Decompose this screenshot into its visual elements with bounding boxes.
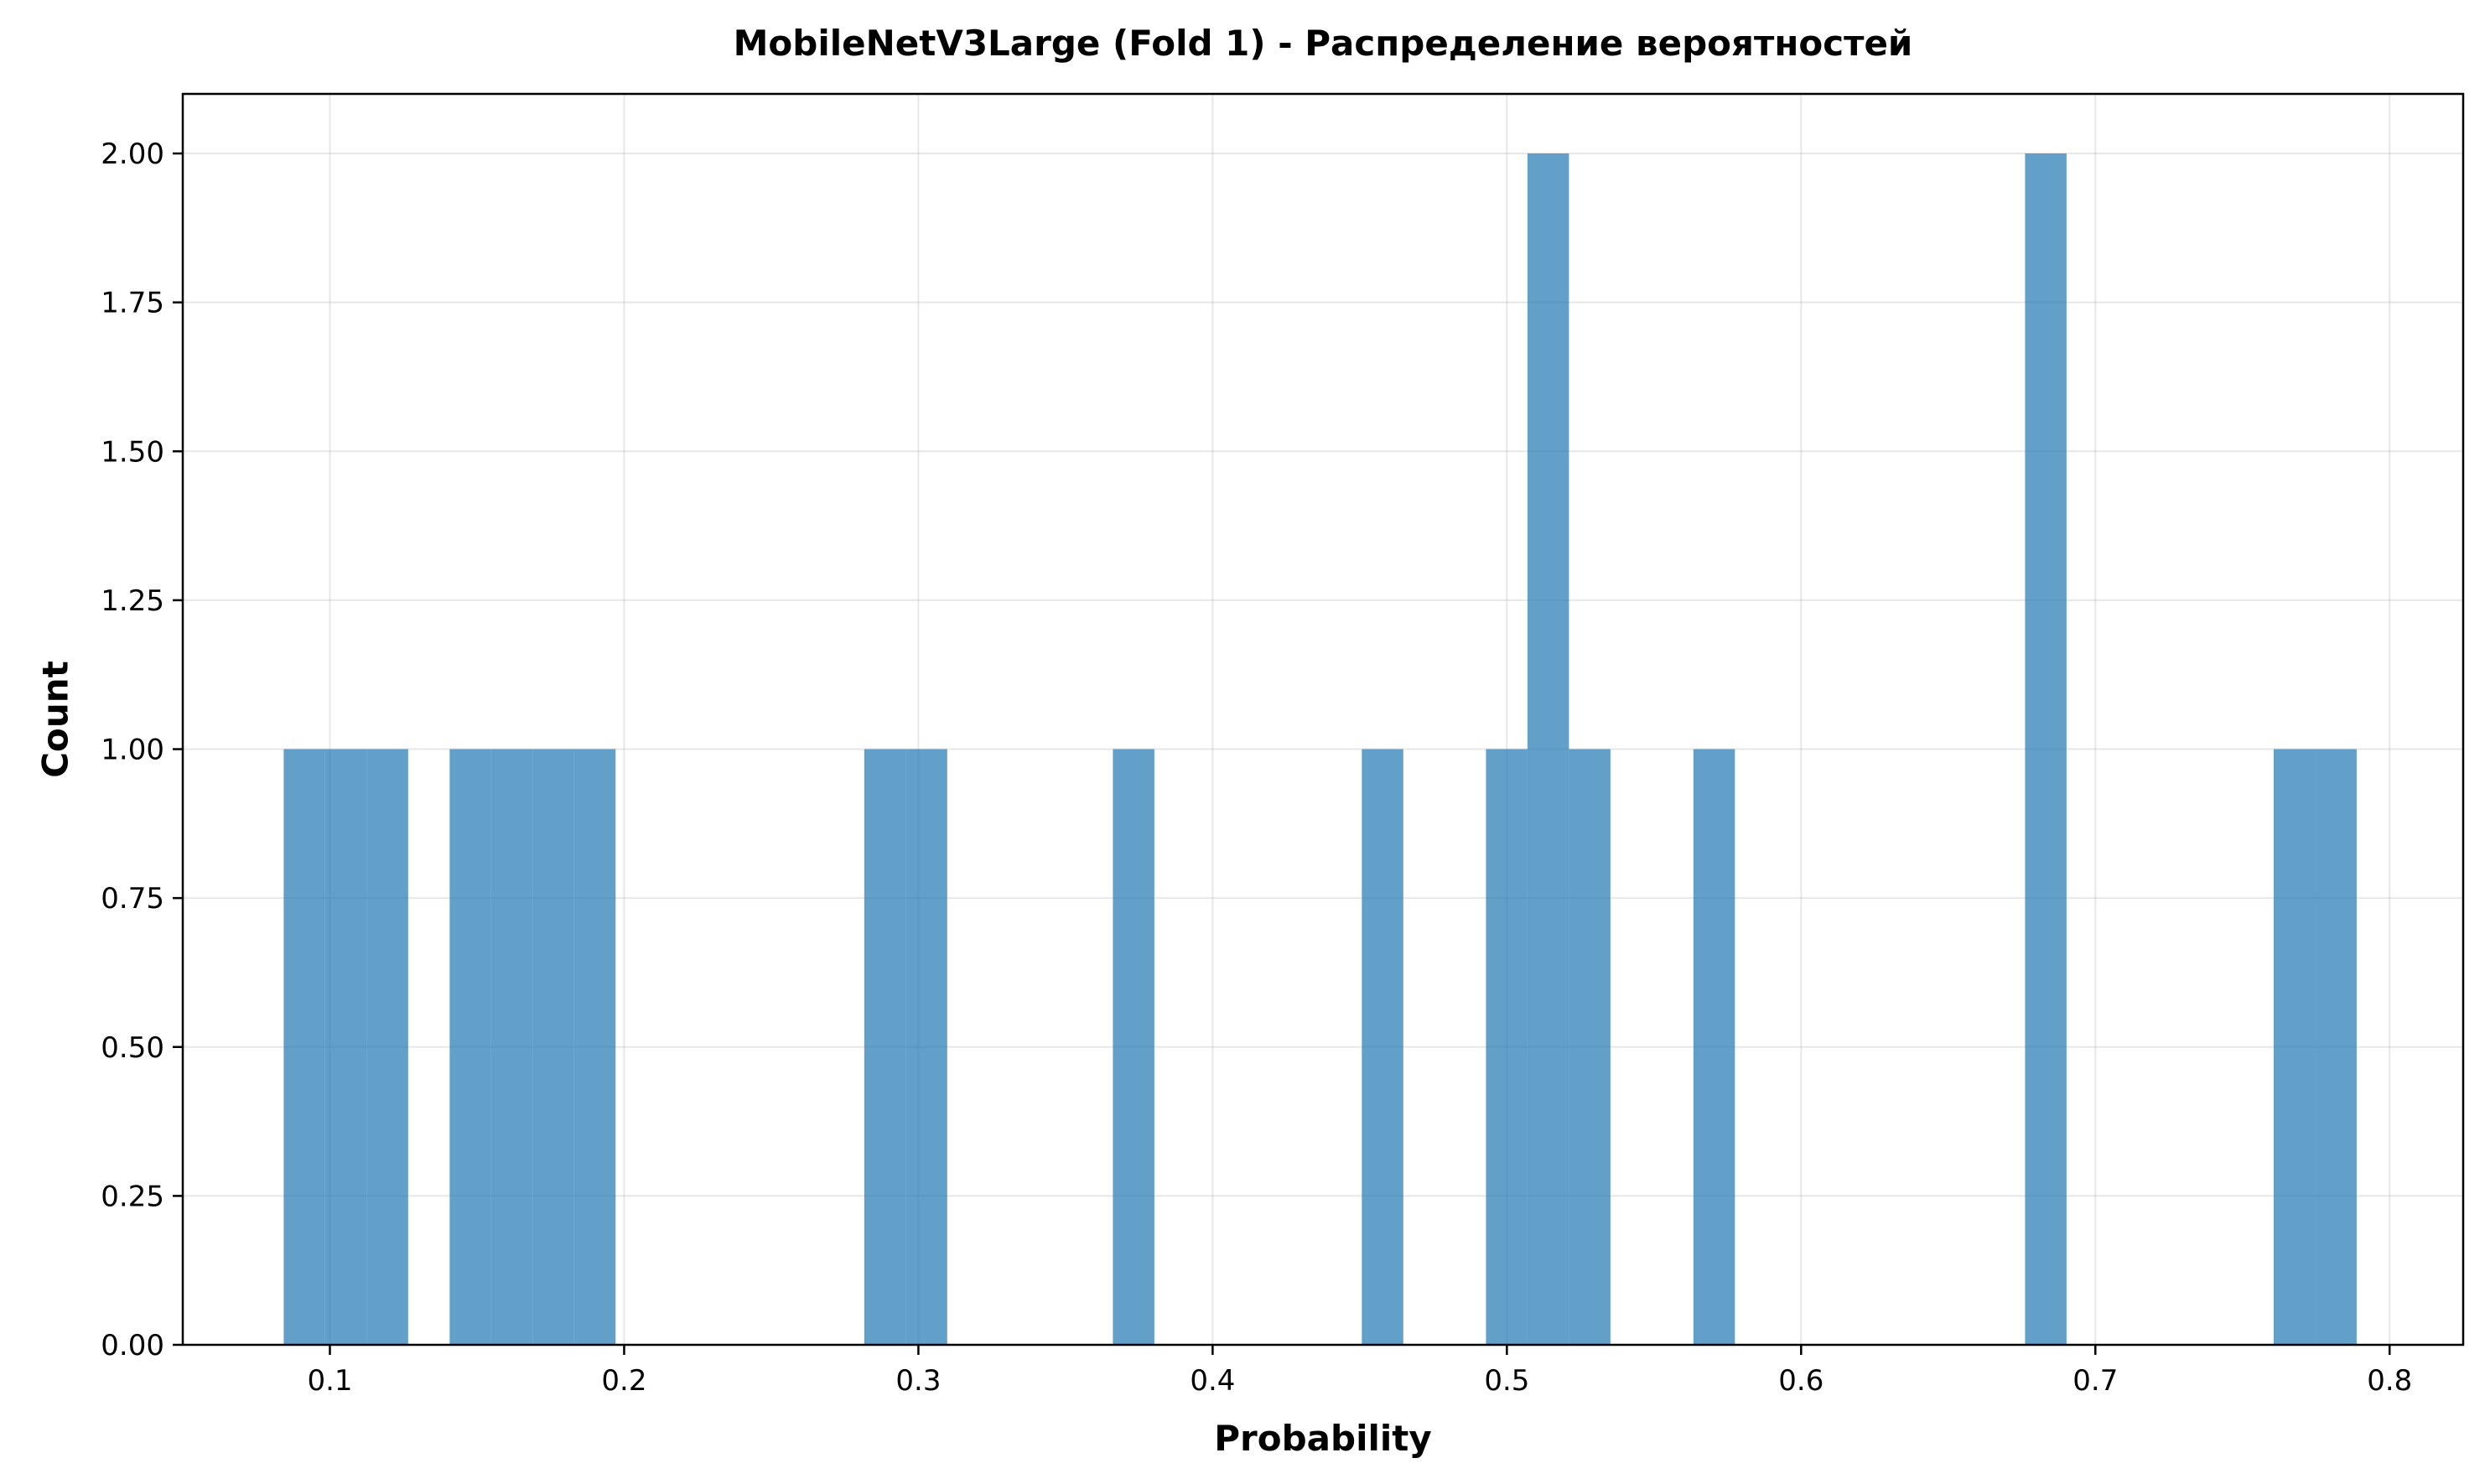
histogram-bar xyxy=(1569,749,1611,1345)
histogram-bar xyxy=(532,749,574,1345)
y-tick-label: 0.75 xyxy=(101,882,164,916)
x-tick-label: 0.2 xyxy=(601,1364,646,1398)
x-tick-label: 0.4 xyxy=(1190,1364,1235,1398)
y-tick-label: 1.00 xyxy=(101,734,164,767)
y-tick-label: 1.25 xyxy=(101,584,164,618)
histogram-bar xyxy=(1486,749,1528,1345)
ticks-layer: 0.1 0.2 0.3 0.4 0.5 0.6 0.7 0.8 0.00 0.25 0.50 0.75… xyxy=(101,138,2412,1398)
x-tick-label: 0.7 xyxy=(2072,1364,2118,1398)
histogram-bar xyxy=(573,749,616,1345)
histogram-bar xyxy=(1113,749,1154,1345)
x-tick-label: 0.6 xyxy=(1778,1364,1823,1398)
histogram-bar xyxy=(1527,153,1569,1346)
x-tick-label: 0.1 xyxy=(307,1364,352,1398)
x-tick-label: 0.3 xyxy=(895,1364,941,1398)
y-axis-label: Count xyxy=(35,661,76,778)
x-tick-label: 0.5 xyxy=(1484,1364,1529,1398)
histogram-bar xyxy=(324,749,367,1345)
histogram-bar xyxy=(283,749,325,1345)
y-tick-label: 2.00 xyxy=(101,138,164,171)
y-tick-label: 0.50 xyxy=(101,1031,164,1065)
histogram-bar xyxy=(2025,153,2067,1346)
histogram-bar xyxy=(2273,749,2316,1345)
histogram-bar xyxy=(905,749,947,1345)
histogram-bar xyxy=(366,749,408,1345)
histogram-bar xyxy=(449,749,491,1345)
histogram-bar xyxy=(1693,749,1735,1345)
x-tick-label: 0.8 xyxy=(2367,1364,2412,1398)
chart-title: MobileNetV3Large (Fold 1) - Распределени… xyxy=(734,23,1913,64)
plot-frame xyxy=(181,92,2465,1346)
histogram-bar xyxy=(2315,749,2357,1345)
histogram-bar xyxy=(864,749,906,1345)
y-tick-label: 1.50 xyxy=(101,435,164,469)
y-tick-label: 0.00 xyxy=(101,1329,164,1362)
histogram-bar xyxy=(490,749,533,1345)
bars-layer xyxy=(283,153,2357,1346)
y-tick-label: 0.25 xyxy=(101,1180,164,1213)
x-axis-label: Probability xyxy=(1214,1418,1431,1459)
y-tick-label: 1.75 xyxy=(101,287,164,320)
histogram-bar xyxy=(1362,749,1403,1345)
